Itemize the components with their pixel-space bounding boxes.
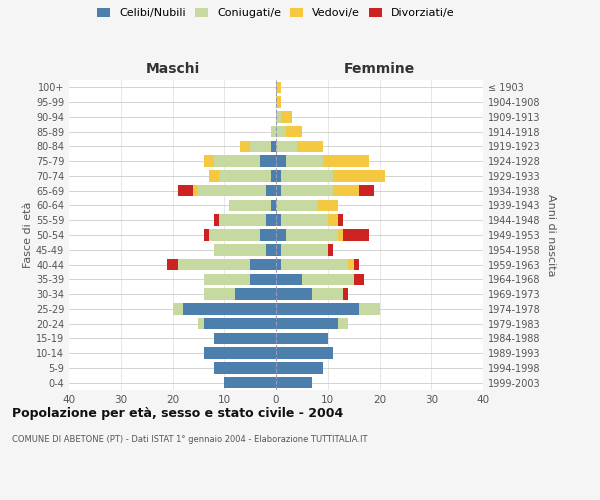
Bar [286, 229, 338, 241]
Bar [276, 126, 286, 138]
Bar [199, 318, 203, 330]
Bar [286, 126, 302, 138]
Bar [276, 348, 333, 359]
Bar [276, 229, 286, 241]
Bar [276, 303, 359, 314]
Text: Femmine: Femmine [344, 62, 415, 76]
Bar [281, 214, 328, 226]
Bar [199, 185, 266, 196]
Bar [276, 274, 302, 285]
Bar [286, 156, 323, 167]
Bar [214, 332, 276, 344]
Bar [271, 140, 276, 152]
Bar [276, 156, 286, 167]
Bar [338, 214, 343, 226]
Bar [209, 170, 219, 181]
Bar [203, 274, 250, 285]
Bar [260, 229, 276, 241]
Bar [317, 200, 338, 211]
Bar [203, 318, 276, 330]
Bar [271, 126, 276, 138]
Bar [260, 156, 276, 167]
Bar [328, 244, 333, 256]
Bar [359, 303, 380, 314]
Bar [266, 214, 276, 226]
Bar [281, 244, 328, 256]
Bar [250, 140, 271, 152]
Bar [343, 288, 349, 300]
Bar [343, 229, 369, 241]
Bar [203, 288, 235, 300]
Bar [276, 96, 281, 108]
Bar [250, 259, 276, 270]
Bar [276, 170, 281, 181]
Bar [296, 140, 323, 152]
Bar [183, 303, 276, 314]
Bar [219, 170, 271, 181]
Bar [281, 111, 292, 122]
Bar [271, 170, 276, 181]
Bar [276, 82, 281, 93]
Bar [276, 332, 328, 344]
Bar [266, 185, 276, 196]
Bar [203, 156, 214, 167]
Bar [209, 229, 260, 241]
Bar [276, 140, 296, 152]
Bar [214, 214, 219, 226]
Bar [333, 170, 385, 181]
Bar [229, 200, 271, 211]
Bar [178, 259, 250, 270]
Bar [338, 318, 349, 330]
Bar [338, 229, 343, 241]
Text: COMUNE DI ABETONE (PT) - Dati ISTAT 1° gennaio 2004 - Elaborazione TUTTITALIA.IT: COMUNE DI ABETONE (PT) - Dati ISTAT 1° g… [12, 435, 367, 444]
Bar [203, 348, 276, 359]
Bar [235, 288, 276, 300]
Text: Maschi: Maschi [145, 62, 200, 76]
Bar [250, 274, 276, 285]
Bar [167, 259, 178, 270]
Bar [276, 259, 281, 270]
Bar [276, 185, 281, 196]
Legend: Celibi/Nubili, Coniugati/e, Vedovi/e, Divorziati/e: Celibi/Nubili, Coniugati/e, Vedovi/e, Di… [95, 6, 457, 20]
Bar [276, 111, 281, 122]
Bar [323, 156, 369, 167]
Bar [302, 274, 353, 285]
Bar [333, 185, 359, 196]
Bar [353, 259, 359, 270]
Bar [349, 259, 353, 270]
Bar [276, 200, 317, 211]
Bar [281, 185, 333, 196]
Bar [214, 156, 260, 167]
Bar [224, 377, 276, 388]
Bar [281, 170, 333, 181]
Bar [266, 244, 276, 256]
Bar [214, 362, 276, 374]
Bar [276, 288, 312, 300]
Bar [281, 259, 349, 270]
Y-axis label: Fasce di età: Fasce di età [23, 202, 33, 268]
Bar [203, 229, 209, 241]
Bar [276, 362, 323, 374]
Bar [214, 244, 266, 256]
Bar [276, 244, 281, 256]
Bar [173, 303, 183, 314]
Y-axis label: Anni di nascita: Anni di nascita [546, 194, 556, 276]
Bar [276, 318, 338, 330]
Bar [353, 274, 364, 285]
Bar [276, 214, 281, 226]
Bar [193, 185, 199, 196]
Bar [219, 214, 266, 226]
Bar [276, 377, 312, 388]
Bar [240, 140, 250, 152]
Bar [178, 185, 193, 196]
Bar [328, 214, 338, 226]
Bar [271, 200, 276, 211]
Bar [312, 288, 343, 300]
Bar [359, 185, 374, 196]
Text: Popolazione per età, sesso e stato civile - 2004: Popolazione per età, sesso e stato civil… [12, 408, 343, 420]
